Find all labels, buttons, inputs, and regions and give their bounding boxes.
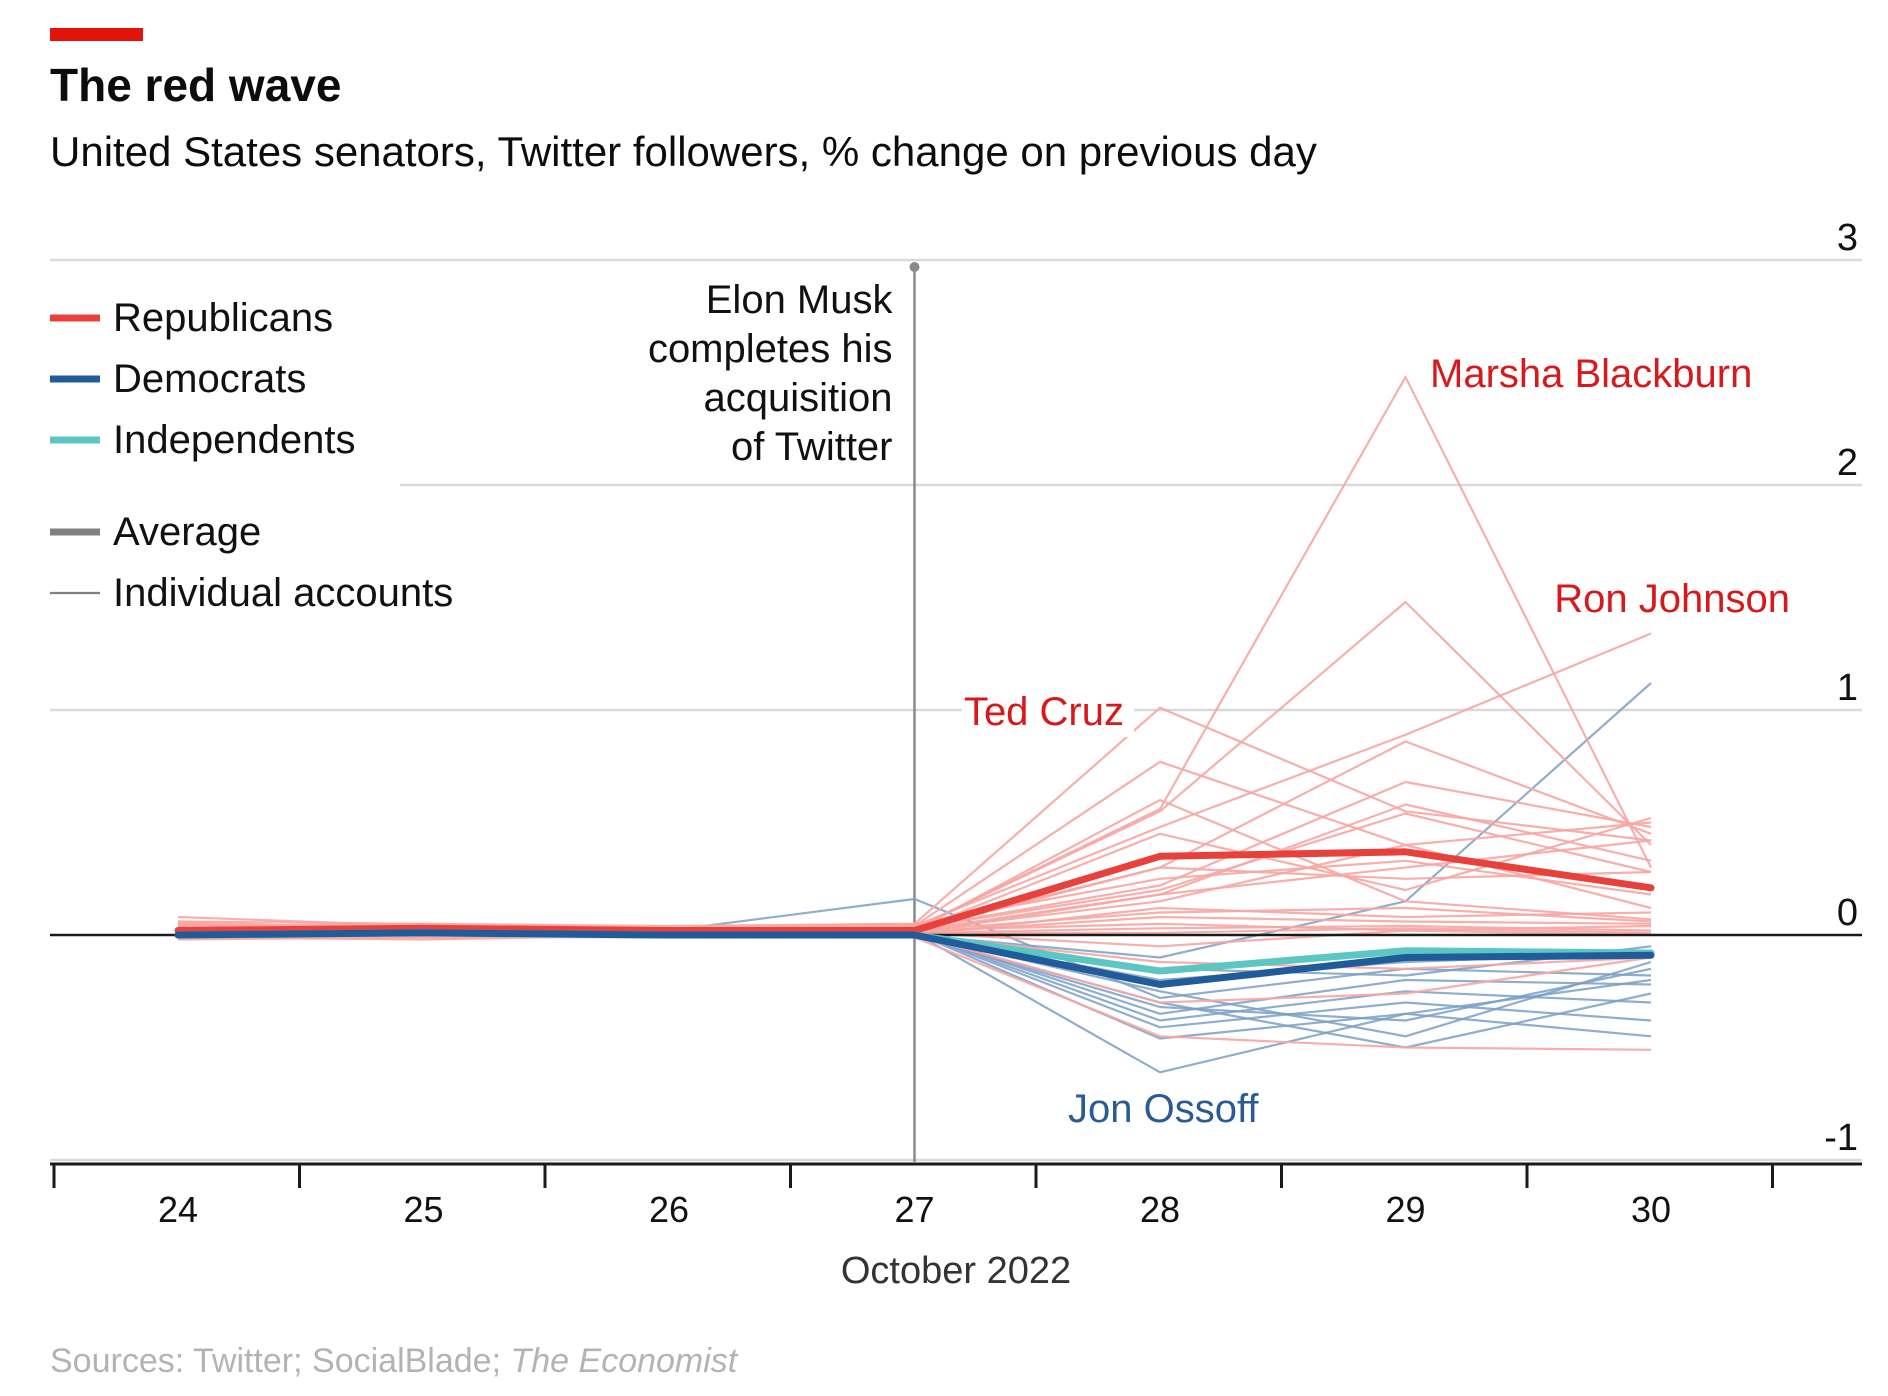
- y-tick-label: 2: [1837, 442, 1858, 484]
- chart-title: The red wave: [50, 59, 342, 111]
- sources-publication: The Economist: [510, 1342, 738, 1380]
- legend: Republicans Democrats Independents Average I…: [50, 296, 453, 615]
- legend-label: Republicans: [113, 296, 333, 340]
- x-tick-label: 28: [1140, 1189, 1180, 1230]
- chart-subtitle: United States senators, Twitter follower…: [50, 128, 1317, 175]
- annotation-label: Jon Ossoff: [1068, 1087, 1259, 1131]
- legend-label: Average: [113, 510, 261, 554]
- event-label-line: completes his: [648, 327, 893, 371]
- x-tick-label: 30: [1631, 1189, 1671, 1230]
- annotation-label: Marsha Blackburn: [1430, 352, 1752, 396]
- x-axis: 24 25 26 27 28 29 30 October 2022: [50, 1162, 1862, 1292]
- x-tick-label: 26: [649, 1189, 689, 1230]
- annotations: Marsha Blackburn Ron Johnson Ted Cruz Jon O…: [962, 352, 1790, 1134]
- event-label-line: of Twitter: [731, 425, 893, 469]
- x-tick-label: 24: [158, 1189, 198, 1230]
- annotation-backdrop: [962, 687, 1134, 737]
- individual-account-lines: [50, 375, 1862, 1074]
- sources-label: Sources: Twitter; SocialBlade;: [50, 1342, 502, 1380]
- y-tick-label: -1: [1824, 1117, 1858, 1159]
- x-axis-title: October 2022: [841, 1250, 1071, 1292]
- x-tick-label: 25: [403, 1189, 443, 1230]
- annotation-label: Ted Cruz: [964, 690, 1124, 734]
- gridlines: [50, 258, 1862, 1162]
- average-lines: [174, 848, 1655, 988]
- average-line-democrats: [174, 929, 1655, 988]
- event-label-line: acquisition: [703, 376, 892, 420]
- y-tick-label: 1: [1837, 667, 1858, 709]
- annotation-label: Ron Johnson: [1554, 577, 1790, 621]
- event-dot: [909, 262, 920, 272]
- event-marker: Elon Musk completes his acquisition of Twit…: [648, 262, 920, 1162]
- y-axis-labels: 3 2 1 0 -1: [1824, 217, 1858, 1159]
- sources-note: Sources: Twitter; SocialBlade; The Econo…: [50, 1342, 737, 1381]
- y-tick-label: 3: [1837, 217, 1858, 259]
- x-tick-label: 27: [894, 1189, 934, 1230]
- header-accent-bar: [50, 28, 143, 41]
- y-tick-label: 0: [1837, 892, 1858, 934]
- event-label-line: Elon Musk: [706, 278, 894, 322]
- x-tick-label: 29: [1385, 1189, 1425, 1230]
- legend-label: Independents: [113, 418, 355, 462]
- legend-label: Individual accounts: [113, 571, 453, 615]
- average-line-republicans: [174, 848, 1655, 934]
- annotation-backdrop: [1062, 1084, 1248, 1134]
- legend-label: Democrats: [113, 357, 306, 401]
